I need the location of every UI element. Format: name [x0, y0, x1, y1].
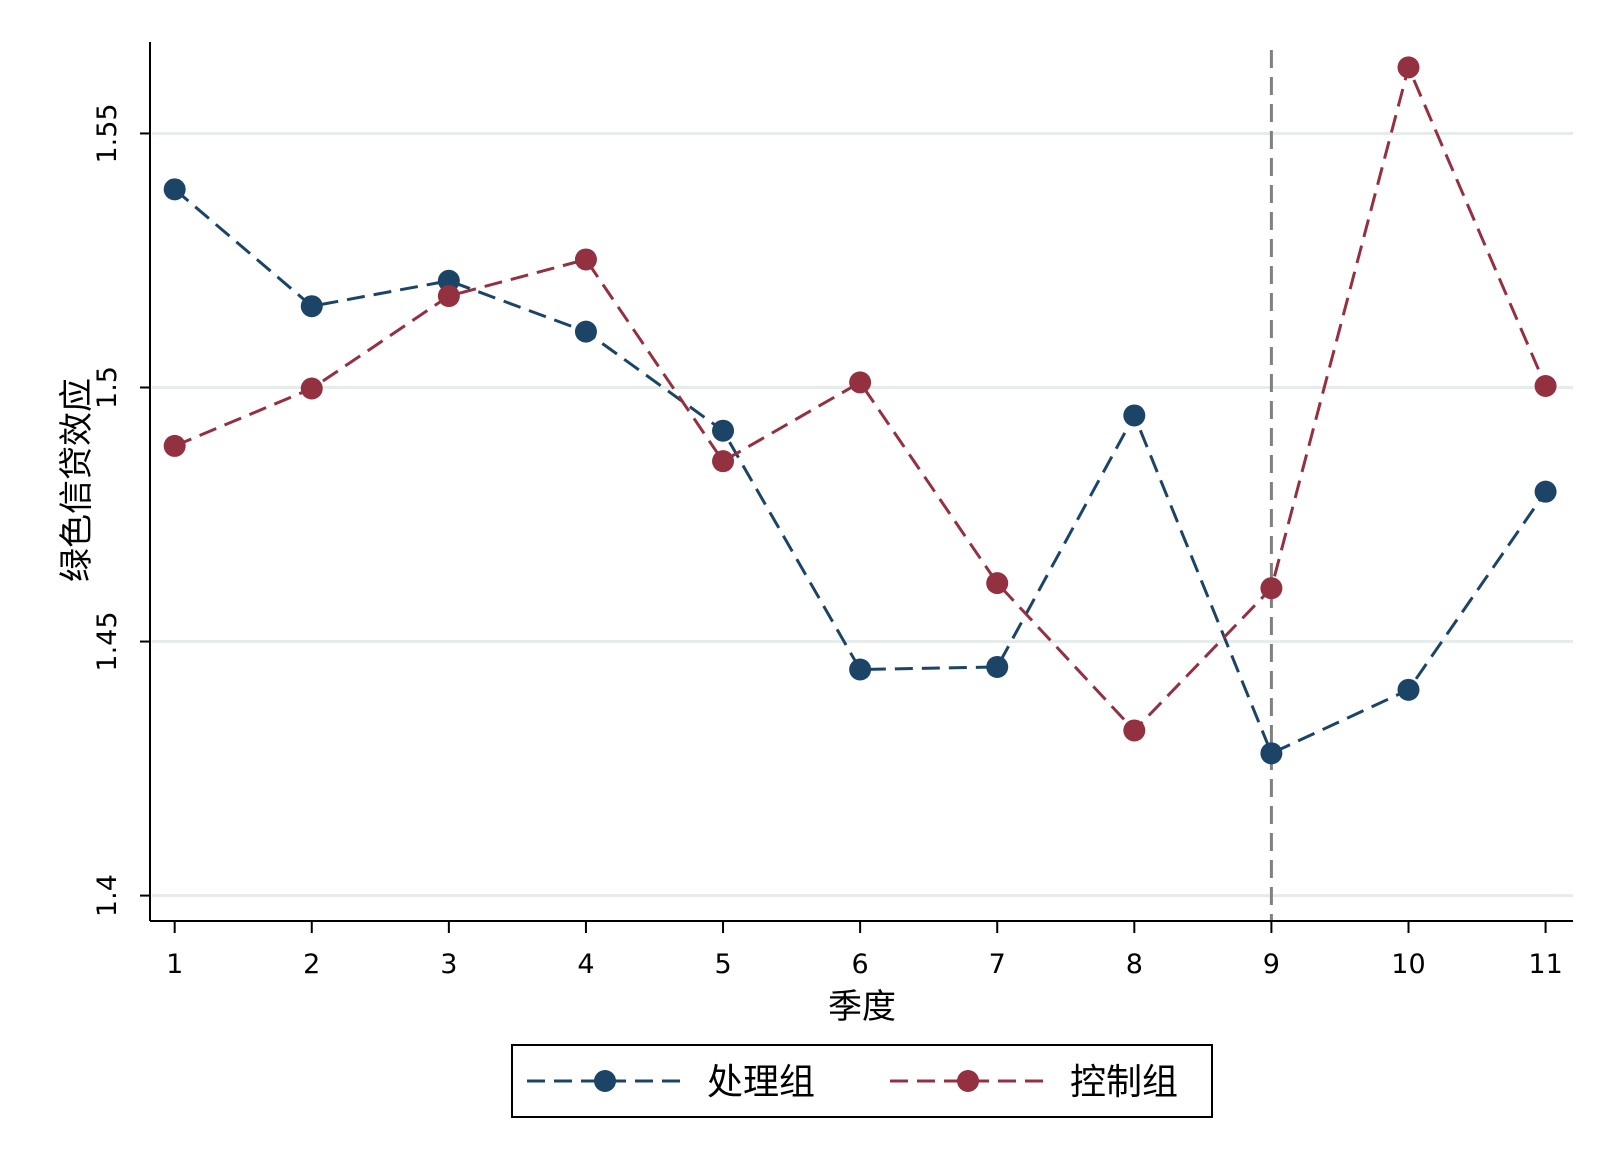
- data-point: [1397, 56, 1420, 79]
- data-point: [1260, 742, 1283, 765]
- y-tick-label: 1.5: [92, 366, 123, 409]
- data-point: [1123, 719, 1146, 742]
- data-point: [712, 419, 735, 442]
- x-tick-label: 1: [166, 949, 183, 980]
- series-1: [163, 178, 1557, 765]
- data-point: [1534, 374, 1557, 397]
- data-point: [849, 658, 872, 681]
- x-axis-title: 季度: [828, 987, 896, 1027]
- data-point: [1123, 404, 1146, 427]
- y-tick-label: 1.55: [92, 103, 123, 163]
- series-line: [174, 65, 1547, 732]
- data-point: [1260, 577, 1283, 600]
- data-point: [1534, 480, 1557, 503]
- legend-label: 控制组: [1070, 1062, 1178, 1103]
- legend-items: 处理组 控制组: [527, 1062, 1178, 1103]
- axes: [140, 42, 1573, 933]
- x-tick-label: 11: [1528, 949, 1562, 980]
- legend-item: 处理组: [527, 1062, 815, 1103]
- data-point: [437, 285, 460, 308]
- legend-label: 处理组: [707, 1062, 815, 1103]
- y-tick-label: 1.45: [92, 611, 123, 671]
- data-point: [437, 269, 460, 292]
- x-tick-label: 3: [440, 949, 457, 980]
- legend-marker: [957, 1070, 979, 1092]
- data-point: [574, 248, 597, 271]
- x-tick-label: 6: [852, 949, 869, 980]
- series-2: [163, 56, 1557, 742]
- data-series: [163, 56, 1557, 765]
- data-point: [300, 295, 323, 318]
- y-tick-label: 1.4: [92, 874, 123, 917]
- data-point: [986, 572, 1009, 595]
- legend-box: [511, 1044, 1213, 1118]
- tick-labels: 1.4 1.45 1.5 1.55 1 2 3 4 5 6 7 8 9 10 11: [92, 103, 1563, 980]
- x-tick-label: 9: [1263, 949, 1280, 980]
- series-line: [173, 188, 1547, 755]
- x-tick-label: 7: [989, 949, 1006, 980]
- y-axis-title: 绿色信贷效应: [57, 378, 97, 582]
- x-tick-label: 2: [303, 949, 320, 980]
- data-point: [163, 178, 186, 201]
- legend-item: 控制组: [890, 1062, 1178, 1103]
- legend-marker: [594, 1070, 616, 1092]
- data-point: [574, 320, 597, 343]
- data-point: [712, 450, 735, 473]
- data-point: [300, 377, 323, 400]
- data-point: [986, 655, 1009, 678]
- legend: 处理组 控制组: [511, 1044, 1213, 1118]
- data-point: [1397, 678, 1420, 701]
- data-point: [849, 371, 872, 394]
- x-tick-label: 8: [1126, 949, 1143, 980]
- x-tick-label: 4: [577, 949, 594, 980]
- x-tick-label: 5: [714, 949, 731, 980]
- x-tick-label: 10: [1391, 949, 1425, 980]
- data-point: [163, 434, 186, 457]
